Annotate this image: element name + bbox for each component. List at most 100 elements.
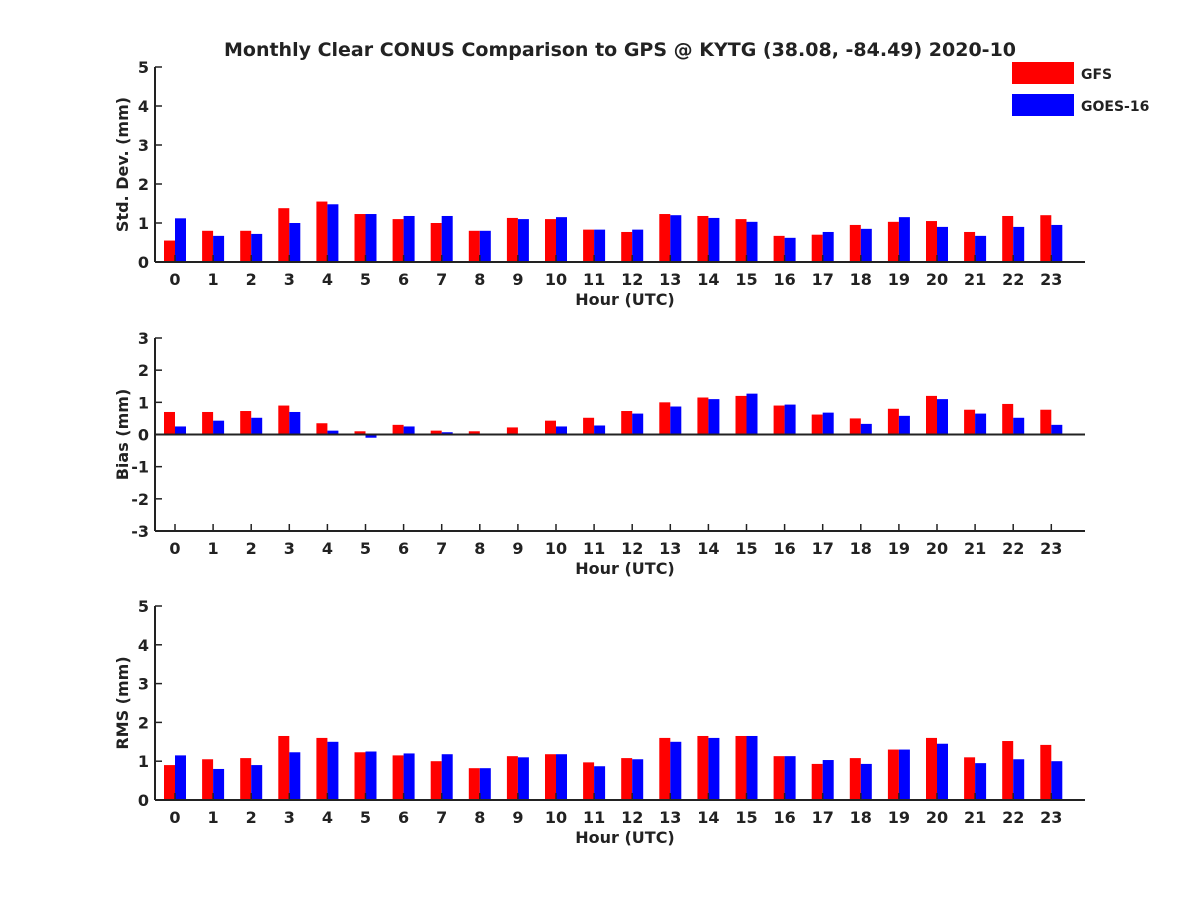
bar-goes16-hour-13 bbox=[670, 215, 682, 262]
x-tick-label: 5 bbox=[360, 539, 371, 558]
bar-goes16-hour-0 bbox=[175, 426, 186, 435]
bar-gfs-hour-11 bbox=[583, 229, 595, 262]
x-tick-label: 15 bbox=[735, 539, 757, 558]
x-tick-label: 6 bbox=[398, 270, 409, 289]
bar-goes16-hour-14 bbox=[708, 399, 720, 435]
x-tick-label: 8 bbox=[474, 270, 485, 289]
y-tick-label: 3 bbox=[138, 329, 149, 348]
bar-goes16-hour-6 bbox=[403, 426, 415, 435]
bar-gfs-hour-18 bbox=[849, 418, 861, 435]
bar-goes16-hour-4 bbox=[327, 430, 339, 435]
bar-goes16-hour-11 bbox=[594, 425, 606, 435]
x-tick-label: 17 bbox=[812, 539, 834, 558]
x-tick-label: 14 bbox=[697, 270, 719, 289]
bar-gfs-hour-2 bbox=[240, 230, 252, 262]
x-tick-label: 13 bbox=[659, 808, 681, 827]
bar-gfs-hour-3 bbox=[278, 208, 290, 262]
y-tick-label: -2 bbox=[131, 490, 149, 509]
bar-gfs-hour-23 bbox=[1040, 215, 1052, 262]
bar-gfs-hour-23 bbox=[1040, 744, 1052, 800]
bar-gfs-hour-7 bbox=[430, 761, 442, 800]
x-tick-label: 12 bbox=[621, 539, 643, 558]
x-tick-label: 15 bbox=[735, 270, 757, 289]
bar-goes16-hour-22 bbox=[1013, 759, 1025, 800]
bar-goes16-hour-6 bbox=[403, 753, 415, 800]
bar-goes16-hour-20 bbox=[937, 399, 948, 435]
bar-goes16-hour-0 bbox=[175, 218, 186, 262]
y-tick-label: 1 bbox=[138, 393, 149, 412]
bar-gfs-hour-4 bbox=[316, 201, 328, 262]
legend-label-goes16: GOES-16 bbox=[1081, 99, 1149, 115]
bar-gfs-hour-3 bbox=[278, 735, 290, 800]
y-tick-label: 4 bbox=[138, 636, 149, 655]
bar-goes16-hour-19 bbox=[898, 749, 910, 800]
bar-gfs-hour-15 bbox=[735, 395, 747, 435]
bar-goes16-hour-16 bbox=[784, 404, 796, 435]
bar-gfs-hour-10 bbox=[545, 754, 556, 800]
x-tick-label: 22 bbox=[1002, 270, 1024, 289]
legend-swatch-goes16 bbox=[1012, 94, 1074, 116]
x-tick-label: 5 bbox=[360, 270, 371, 289]
x-tick-label: 1 bbox=[208, 808, 219, 827]
bar-gfs-hour-22 bbox=[1002, 403, 1014, 435]
bar-goes16-hour-20 bbox=[937, 226, 948, 262]
bar-goes16-hour-21 bbox=[975, 413, 987, 435]
bar-goes16-hour-20 bbox=[937, 743, 948, 800]
bar-goes16-hour-9 bbox=[517, 757, 529, 800]
x-tick-label: 6 bbox=[398, 808, 409, 827]
bar-goes16-hour-23 bbox=[1051, 424, 1063, 435]
bar-goes16-hour-11 bbox=[594, 766, 606, 800]
bar-goes16-hour-11 bbox=[594, 229, 606, 262]
bar-gfs-hour-21 bbox=[964, 757, 976, 800]
bar-gfs-hour-19 bbox=[887, 221, 899, 262]
x-axis-label: Hour (UTC) bbox=[575, 828, 675, 847]
y-tick-label: 2 bbox=[138, 175, 149, 194]
bar-gfs-hour-5 bbox=[354, 431, 366, 435]
bar-goes16-hour-17 bbox=[822, 760, 834, 800]
bar-gfs-hour-16 bbox=[773, 235, 785, 262]
bar-goes16-hour-21 bbox=[975, 235, 987, 262]
x-tick-label: 12 bbox=[621, 270, 643, 289]
bar-gfs-hour-18 bbox=[849, 758, 861, 800]
x-tick-label: 3 bbox=[284, 270, 295, 289]
bar-goes16-hour-2 bbox=[251, 765, 263, 800]
x-tick-label: 18 bbox=[850, 270, 872, 289]
x-tick-label: 10 bbox=[545, 270, 567, 289]
x-tick-label: 20 bbox=[926, 808, 948, 827]
bar-gfs-hour-19 bbox=[887, 749, 899, 800]
x-tick-label: 14 bbox=[697, 539, 719, 558]
bar-gfs-hour-8 bbox=[468, 230, 480, 262]
bar-goes16-hour-1 bbox=[213, 235, 225, 262]
x-axis-label: Hour (UTC) bbox=[575, 290, 675, 309]
bar-goes16-hour-15 bbox=[746, 735, 758, 800]
bar-goes16-hour-10 bbox=[556, 217, 567, 262]
bar-goes16-hour-19 bbox=[898, 217, 910, 262]
bar-goes16-hour-14 bbox=[708, 737, 720, 800]
x-tick-label: 7 bbox=[436, 539, 447, 558]
bar-gfs-hour-0 bbox=[164, 765, 175, 800]
x-tick-label: 21 bbox=[964, 539, 986, 558]
x-tick-label: 19 bbox=[888, 539, 910, 558]
bar-gfs-hour-9 bbox=[506, 427, 518, 435]
x-tick-label: 3 bbox=[284, 808, 295, 827]
x-tick-label: 5 bbox=[360, 808, 371, 827]
bar-goes16-hour-16 bbox=[784, 756, 796, 800]
bar-gfs-hour-2 bbox=[240, 411, 252, 435]
x-tick-label: 16 bbox=[773, 808, 795, 827]
x-axis-label: Hour (UTC) bbox=[575, 559, 675, 578]
x-tick-label: 1 bbox=[208, 539, 219, 558]
x-tick-label: 9 bbox=[512, 270, 523, 289]
bar-gfs-hour-16 bbox=[773, 756, 785, 800]
x-tick-label: 8 bbox=[474, 539, 485, 558]
bar-goes16-hour-4 bbox=[327, 204, 339, 262]
bar-goes16-hour-22 bbox=[1013, 417, 1025, 435]
bar-gfs-hour-1 bbox=[202, 230, 214, 262]
y-tick-label: 1 bbox=[138, 752, 149, 771]
bar-goes16-hour-4 bbox=[327, 741, 339, 800]
x-tick-label: 15 bbox=[735, 808, 757, 827]
bar-goes16-hour-7 bbox=[441, 754, 453, 800]
bar-goes16-hour-10 bbox=[556, 426, 567, 435]
bar-goes16-hour-5 bbox=[365, 214, 377, 262]
bar-goes16-hour-12 bbox=[632, 229, 644, 262]
